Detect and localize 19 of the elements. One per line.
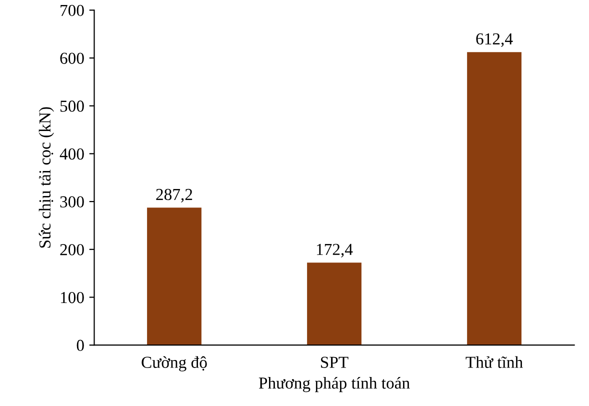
data-label: 287,2	[156, 188, 192, 203]
bar	[307, 262, 362, 346]
y-tick-label: 100	[60, 292, 84, 304]
data-label: 172,4	[316, 244, 353, 258]
y-tick-label: 600	[60, 52, 84, 64]
bar	[467, 52, 522, 346]
x-tick-label: Thử tĩnh	[466, 356, 523, 368]
y-tick-label: 200	[60, 244, 84, 256]
bar	[147, 208, 202, 346]
y-tick-label: 700	[60, 4, 84, 16]
data-label: 612,4	[476, 33, 513, 47]
x-tick-label: Cường độ	[142, 356, 207, 372]
y-axis-title: Sức chịu tải cọc (kN)	[38, 107, 54, 248]
y-tick-label: 400	[60, 148, 84, 160]
y-tick-label: 300	[60, 196, 84, 208]
y-tick-label: 0	[76, 340, 84, 352]
y-tick-label: 500	[60, 100, 84, 112]
x-tick-label: SPT	[321, 356, 348, 368]
x-axis-title: Phương pháp tính toán	[258, 376, 410, 392]
